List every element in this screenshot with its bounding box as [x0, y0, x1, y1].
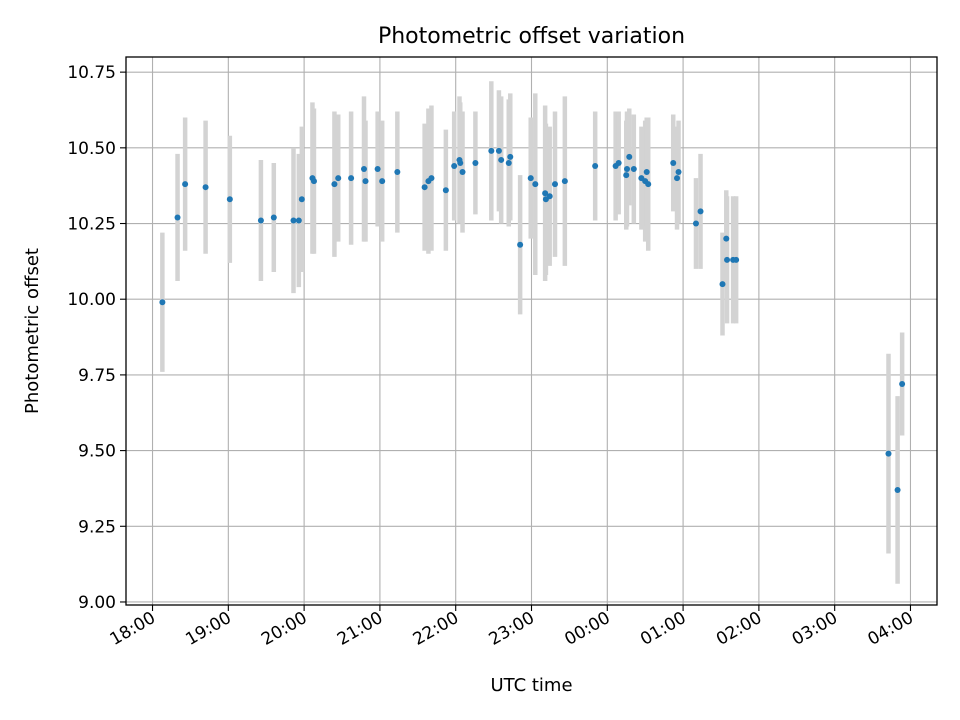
data-point [159, 299, 166, 306]
data-point [697, 208, 704, 215]
data-points [159, 147, 906, 493]
data-point [885, 450, 892, 457]
data-point [442, 187, 449, 194]
data-point [624, 166, 631, 173]
data-point [457, 159, 464, 166]
data-point [719, 281, 726, 288]
data-point [488, 147, 495, 154]
data-point [459, 169, 466, 176]
data-point [724, 256, 731, 263]
data-point [226, 196, 233, 203]
data-point [182, 181, 189, 188]
data-point [894, 486, 901, 493]
data-point [174, 214, 181, 221]
data-point [674, 175, 681, 182]
data-point [630, 166, 637, 173]
data-point [257, 217, 264, 224]
data-point [335, 175, 342, 182]
data-point [290, 217, 297, 224]
data-point [733, 256, 740, 263]
data-point [505, 159, 512, 166]
data-point [379, 178, 386, 185]
data-point [428, 175, 435, 182]
data-point [623, 172, 630, 179]
data-point [527, 175, 534, 182]
data-point [421, 184, 428, 191]
data-point [451, 162, 458, 169]
y-tick-label: 10.25 [67, 215, 116, 235]
data-point [360, 166, 367, 173]
y-tick-label: 9.00 [78, 593, 116, 613]
data-point [374, 166, 381, 173]
y-tick-label: 9.75 [78, 366, 116, 386]
data-point [394, 169, 401, 176]
data-point [270, 214, 277, 221]
data-point [517, 241, 524, 248]
data-point [362, 178, 369, 185]
data-point [615, 159, 622, 166]
data-point [472, 159, 479, 166]
y-tick-label: 10.50 [67, 139, 116, 159]
data-point [561, 178, 568, 185]
data-point [532, 181, 539, 188]
y-tick-label: 9.25 [78, 517, 116, 537]
data-point [298, 196, 305, 203]
data-point [592, 162, 599, 169]
data-point [626, 153, 633, 160]
y-axis-label: Photometric offset [22, 248, 43, 414]
y-tick-label: 10.75 [67, 63, 116, 83]
grid-lines [126, 57, 937, 605]
data-point [670, 159, 677, 166]
data-point [692, 220, 699, 227]
data-point [723, 235, 730, 242]
data-point [507, 153, 514, 160]
data-point [546, 193, 553, 200]
chart-title: Photometric offset variation [378, 24, 685, 49]
data-point [310, 178, 317, 185]
data-point [202, 184, 209, 191]
x-axis-label: UTC time [490, 675, 572, 696]
data-point [899, 380, 906, 387]
data-point [498, 156, 505, 163]
data-point [348, 175, 355, 182]
data-point [645, 181, 652, 188]
data-point [675, 169, 682, 176]
data-point [542, 190, 549, 197]
data-point [331, 181, 338, 188]
y-tick-label: 10.00 [67, 290, 116, 310]
data-point [551, 181, 558, 188]
data-point [495, 147, 502, 154]
y-tick-label: 9.50 [78, 442, 116, 462]
data-point [643, 169, 650, 176]
data-point [295, 217, 302, 224]
